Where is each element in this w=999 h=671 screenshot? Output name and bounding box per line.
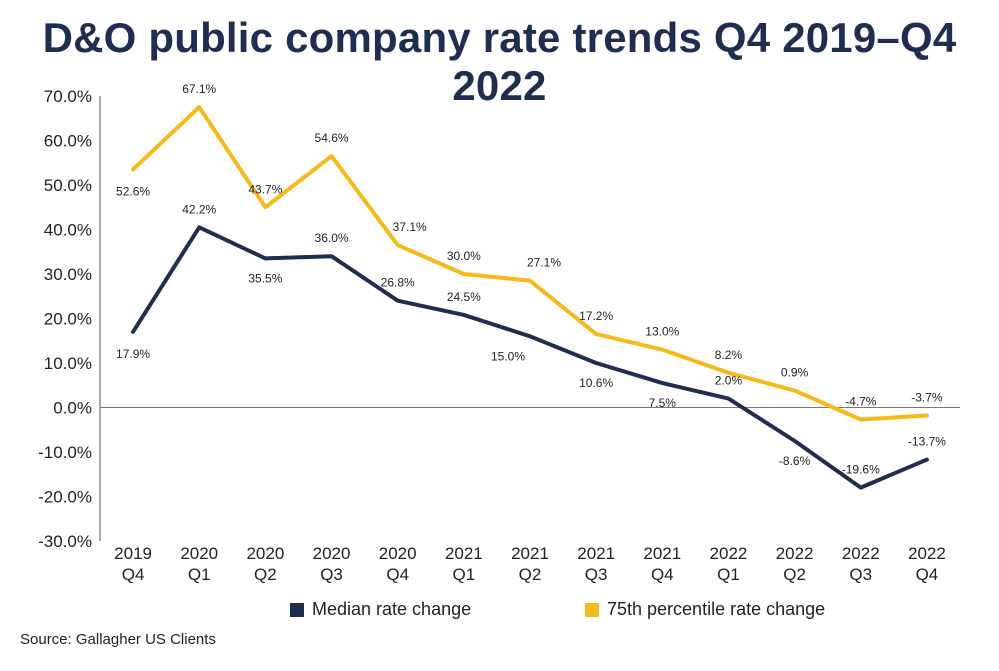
data-label-median: 42.2% — [182, 202, 216, 216]
data-label-median: 35.5% — [248, 271, 282, 285]
y-tick-label: 10.0% — [44, 354, 92, 373]
chart-title: D&O public company rate trends Q4 2019–Q… — [42, 14, 957, 109]
x-tick-label-year: 2020 — [246, 544, 284, 563]
y-tick-label: 0.0% — [53, 399, 92, 418]
x-tick-label-quarter: Q4 — [916, 565, 939, 584]
75th-swatch — [585, 602, 599, 617]
x-tick-label-quarter: Q3 — [849, 565, 872, 584]
x-tick-label-year: 2022 — [710, 544, 748, 563]
x-tick-label-year: 2020 — [313, 544, 351, 563]
data-label-75th: 0.9% — [781, 366, 809, 380]
legend-item-median: Median rate change — [290, 599, 471, 620]
x-tick-label-year: 2021 — [577, 544, 615, 563]
legend-label-75th: 75th percentile rate change — [607, 599, 826, 619]
y-tick-label: 30.0% — [44, 265, 92, 284]
x-tick-label-year: 2020 — [379, 544, 417, 563]
data-label-75th: 52.6% — [116, 184, 150, 198]
data-label-median: -13.7% — [908, 435, 946, 449]
data-label-75th: 54.6% — [315, 131, 349, 145]
data-label-median: 36.0% — [315, 231, 349, 245]
data-label-median: 24.5% — [447, 290, 481, 304]
y-tick-label: -10.0% — [38, 443, 92, 462]
x-tick-label-quarter: Q1 — [453, 565, 476, 584]
y-tick-label: 20.0% — [44, 310, 92, 329]
x-tick-label-quarter: Q2 — [254, 565, 277, 584]
data-label-75th: 37.1% — [393, 220, 427, 234]
data-label-median: 17.9% — [116, 347, 150, 361]
data-label-median: -19.6% — [842, 463, 880, 477]
x-tick-label-year: 2021 — [643, 544, 681, 563]
y-tick-label: 40.0% — [44, 221, 92, 240]
x-tick-label-quarter: Q1 — [188, 565, 211, 584]
data-label-median: 15.0% — [491, 349, 525, 363]
data-label-75th: 8.2% — [715, 348, 743, 362]
data-label-median: -8.6% — [779, 454, 811, 468]
series-median-line — [131, 225, 929, 490]
x-tick-label-quarter: Q2 — [783, 565, 806, 584]
x-tick-label-quarter: Q1 — [717, 565, 740, 584]
x-tick-label-year: 2019 — [114, 544, 152, 563]
y-tick-label: 70.0% — [44, 87, 92, 106]
data-label-75th: 43.7% — [248, 182, 282, 196]
source-note: Source: Gallagher US Clients — [20, 631, 216, 648]
x-tick-label-year: 2021 — [445, 544, 483, 563]
data-label-75th: 67.1% — [182, 82, 216, 96]
y-tick-label: 60.0% — [44, 132, 92, 151]
x-tick-label-year: 2022 — [908, 544, 946, 563]
y-tick-label: -30.0% — [38, 532, 92, 551]
data-label-median: 26.8% — [381, 276, 415, 290]
x-tick-label-quarter: Q4 — [386, 565, 409, 584]
x-tick-label-year: 2022 — [776, 544, 814, 563]
data-label-median: 7.5% — [649, 396, 677, 410]
x-tick-label-year: 2020 — [180, 544, 218, 563]
data-label-75th: 13.0% — [645, 325, 679, 339]
median-swatch — [290, 602, 304, 617]
x-tick-label-quarter: Q2 — [519, 565, 542, 584]
y-tick-label: 50.0% — [44, 176, 92, 195]
x-tick-label-quarter: Q3 — [320, 565, 343, 584]
data-label-75th: 27.1% — [527, 256, 561, 270]
x-tick-label-year: 2022 — [842, 544, 880, 563]
legend-item-75th: 75th percentile rate change — [585, 599, 825, 620]
y-tick-label: -20.0% — [38, 488, 92, 507]
data-label-75th: 30.0% — [447, 249, 481, 263]
series-75th-percentile-line — [131, 105, 929, 422]
x-tick-label-quarter: Q3 — [585, 565, 608, 584]
x-tick-label-quarter: Q4 — [651, 565, 674, 584]
data-label-75th: 17.2% — [579, 309, 613, 323]
data-label-75th: -3.7% — [911, 391, 943, 405]
data-label-median: 2.0% — [715, 374, 743, 388]
x-tick-label-quarter: Q4 — [122, 565, 145, 584]
data-label-median: 10.6% — [579, 376, 613, 390]
legend-label-median: Median rate change — [312, 599, 472, 619]
data-label-75th: -4.7% — [845, 395, 877, 409]
x-tick-label-year: 2021 — [511, 544, 549, 563]
